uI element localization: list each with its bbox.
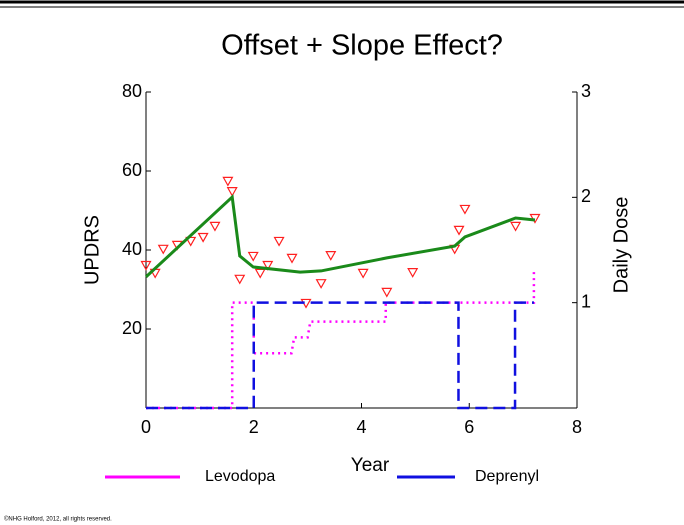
data-point (510, 221, 522, 232)
y2-tick-label: 2 (581, 186, 591, 206)
y-tick-label: 60 (122, 160, 142, 180)
y-tick-label: 20 (122, 318, 142, 338)
y2-axis-label: Daily Dose (610, 197, 632, 294)
y2-tick-label: 1 (581, 291, 591, 311)
data-point (234, 274, 246, 285)
data-point (325, 251, 337, 261)
data-point (209, 221, 221, 232)
data-point (459, 204, 471, 215)
data-point (140, 260, 152, 271)
x-tick-label: 6 (464, 417, 474, 437)
x-tick-label: 8 (572, 417, 582, 437)
series-line (146, 271, 536, 410)
data-point (357, 268, 369, 279)
y2-tick-label: 3 (581, 81, 591, 101)
data-point (381, 287, 393, 298)
legend-label: Deprenyl (475, 468, 539, 485)
y-tick-label: 80 (122, 81, 142, 101)
data-point (273, 236, 285, 247)
y-tick-label: 40 (122, 239, 142, 259)
data-point (315, 279, 327, 289)
legend-label: Levodopa (205, 468, 275, 485)
data-point (453, 225, 465, 236)
data-point (262, 260, 274, 271)
x-tick-label: 4 (356, 417, 366, 437)
x-tick-label: 0 (141, 417, 151, 437)
data-point (197, 232, 209, 243)
data-point (407, 268, 419, 278)
series-line (144, 193, 536, 278)
y-axis-label: UPDRS (81, 215, 103, 285)
series-line (146, 301, 534, 410)
footer: ©NHG Holford, 2012, all rights reserved. (4, 516, 112, 523)
data-point (222, 176, 234, 187)
chart-title: Offset + Slope Effect? (221, 30, 503, 62)
x-tick-label: 2 (249, 417, 259, 437)
data-point (157, 244, 169, 255)
data-point (226, 187, 238, 197)
x-axis-label: Year (351, 455, 390, 476)
data-point (254, 268, 266, 279)
data-point (286, 253, 298, 264)
data-point (247, 251, 259, 262)
